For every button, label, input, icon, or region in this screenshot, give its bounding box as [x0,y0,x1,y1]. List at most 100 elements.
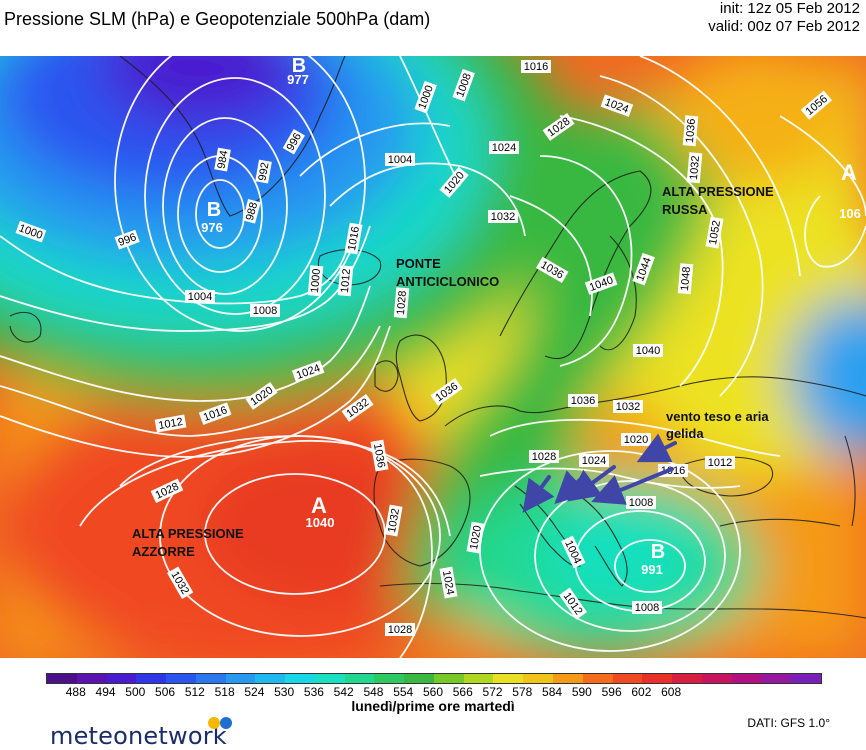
colorbar-cell [701,674,732,683]
colorbar-tick-label: 590 [571,685,592,699]
low-center-letter: B [651,541,665,563]
colorbar-cell [374,674,405,683]
colorbar-cell [582,674,613,683]
colorbar [46,673,822,684]
high-center-letter: A [841,160,857,185]
isobar-label: 1048 [679,266,693,291]
isobar-label: 1032 [491,211,515,223]
colorbar-tick-label: 578 [512,685,533,699]
map-title: Pressione SLM (hPa) e Geopotenziale 500h… [4,9,431,29]
colorbar-cell [642,674,673,683]
isobar-label: 988 [244,201,260,222]
colorbar-cell [463,674,494,683]
annotation-russia: ALTA PRESSIONE RUSSA [662,184,777,217]
isobar-label: 1024 [440,570,456,596]
isobar-label: 1032 [688,155,702,180]
isobar-label: 1012 [339,268,353,293]
colorbar-cell [761,674,792,683]
colorbar-tick-label: 512 [184,685,205,699]
brand-dots-icon [208,717,238,731]
colorbar-tick-label: 560 [422,685,444,699]
isobar-label: 1032 [616,401,640,413]
colorbar-cell [612,674,643,683]
colorbar-cell [404,674,434,683]
annotation-bridge: PONTE ANTICICLONICO [396,256,499,289]
blue-dot-icon [220,717,232,729]
colorbar-cell [672,674,702,683]
isobar-label: 1036 [684,118,698,143]
isobar-label: 1028 [388,624,412,636]
isobar-label: 1024 [492,142,516,154]
isobar-label: 1012 [158,416,184,432]
colorbar-cell [731,674,762,683]
isobar-label: 984 [216,150,231,170]
colorbar-cell [47,674,77,683]
pressure-map: 1000 996 1004 1008 984 992 988 996 1000 … [0,56,866,658]
colorbar-tick-label: 494 [95,685,116,699]
map-caption: lunedì/prime ore martedì [351,698,515,714]
colorbar-cell [433,674,464,683]
colorbar-cell [225,674,256,683]
colorbar-tick-label: 488 [65,685,86,699]
low-center-letter: B [292,56,306,77]
colorbar-tick-label: 524 [244,685,265,699]
colorbar-cell [76,674,107,683]
isobar-label: 1016 [661,465,685,477]
colorbar-tick-label: 608 [661,685,682,699]
high-center-letter: A [311,493,327,518]
isobar-label: 1008 [635,602,659,614]
colorbar-tick-label: 530 [274,685,295,699]
isobar-label: 1028 [395,290,409,315]
colorbar-cell [255,674,286,683]
isobar-label: 1036 [571,395,595,407]
init-time: init: 12z 05 Feb 2012 [719,0,860,17]
isobar-label: 1000 [309,268,323,293]
colorbar-cell [791,674,821,683]
isobar-label: 1016 [346,226,362,252]
colorbar-tick-label: 596 [601,685,622,699]
colorbar-cell [314,674,345,683]
low-center-letter: B [207,199,221,221]
isobar-label: 996 [117,231,138,249]
colorbar-cell [523,674,554,683]
isobar-label: 1028 [532,451,556,463]
colorbar-cell [195,674,226,683]
isobar-label: 992 [257,162,272,182]
colorbar-tick-label: 572 [482,685,503,699]
colorbar-cell [493,674,524,683]
colorbar-tick-label: 554 [393,685,414,699]
low-center-value: 977 [287,72,309,87]
isobar-label: 1016 [524,61,548,73]
isobar-label: 1012 [708,457,732,469]
isobar-label: 1020 [468,525,484,551]
isobar-label: 1004 [188,291,212,303]
wind-arrows [522,433,677,513]
data-source: DATI: GFS 1.0° [747,716,830,730]
colorbar-tick-label: 500 [125,685,146,699]
isobar-label: 1004 [388,154,412,166]
annotation-azores: ALTA PRESSIONE AZZORRE [132,526,247,559]
isobar-label: 1040 [636,345,660,357]
isobar-label: 1024 [582,455,606,467]
colorbar-tick-label: 548 [363,685,384,699]
colorbar-cell [344,674,375,683]
yellow-dot-icon [208,717,220,729]
colorbar-tick-label: 602 [631,685,652,699]
valid-time: valid: 00z 07 Feb 2012 [708,18,860,35]
colorbar-tick-label: 584 [542,685,563,699]
colorbar-tick-label: 542 [333,685,354,699]
colorbar-cell [136,674,167,683]
isobar-label: 1032 [386,508,402,534]
annotation-wind: vento teso e aria gelida [666,409,772,441]
low-center-value: 976 [201,220,223,235]
pressure-centers: B 977 B 976 A 1040 A 106 B 991 [201,56,861,577]
isobar-label: 1036 [371,443,387,469]
colorbar-cell [285,674,315,683]
isobar-label: 1052 [707,220,723,246]
colorbar-cell [553,674,583,683]
colorbar-tick-label: 518 [214,685,235,699]
colorbar-tick-label: 506 [155,685,176,699]
colorbar-cell [166,674,196,683]
isobar-label: 1020 [624,434,648,446]
colorbar-cell [106,674,137,683]
